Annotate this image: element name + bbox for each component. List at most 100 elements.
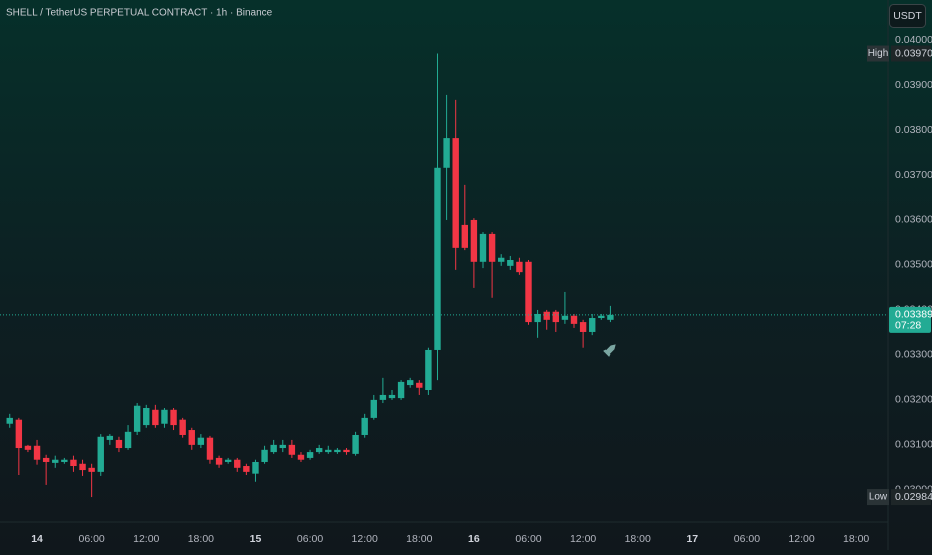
candle-body (143, 407, 150, 426)
x-tick-label: 06:00 (734, 533, 760, 545)
candle-body (79, 463, 86, 471)
low-value-box (891, 489, 931, 506)
candle-body (42, 457, 50, 462)
y-tick-label: 0.03200 (895, 394, 932, 406)
countdown-label: 07:28 (895, 320, 921, 332)
last-price-label: 0.03389 (895, 309, 932, 321)
candle-body (188, 430, 195, 445)
candle-body (570, 315, 578, 324)
candle-body (406, 380, 414, 386)
candle-body (197, 437, 205, 445)
candle-body (152, 409, 159, 426)
x-tick-label: 12:00 (352, 533, 378, 545)
y-tick-label: 0.03700 (895, 169, 932, 181)
candle-body (261, 449, 268, 462)
candle-body (379, 394, 387, 400)
candle-body (598, 315, 605, 319)
y-tick-label: 0.04000 (895, 34, 932, 46)
candle-body (106, 435, 114, 440)
candle-body (334, 449, 341, 453)
candle-body (452, 138, 459, 248)
candle-body (306, 452, 314, 458)
x-tick-label: 18:00 (843, 533, 869, 545)
candle-body (288, 444, 296, 455)
candle-body (516, 261, 523, 273)
candle-body (6, 417, 13, 424)
candle-body (397, 381, 405, 399)
plot (0, 53, 888, 498)
candle-body (361, 417, 368, 435)
x-tick-label: 16 (468, 533, 480, 545)
candle-body (561, 315, 569, 320)
candle-body (479, 233, 487, 262)
x-tick-label: 12:00 (570, 533, 596, 545)
candle-body (370, 399, 377, 418)
candle-body (215, 457, 223, 465)
high-value-box (891, 45, 931, 62)
candle-body (33, 445, 41, 460)
candle-body (133, 405, 141, 432)
x-tick-label: 12:00 (133, 533, 159, 545)
candle-body (525, 261, 532, 323)
candle-body (15, 419, 23, 449)
candle-body (88, 467, 95, 472)
candle-body (488, 233, 496, 262)
candle-body (589, 318, 596, 332)
candle-body (24, 445, 32, 450)
candle-body (170, 409, 177, 426)
x-tick-label: 18:00 (625, 533, 651, 545)
candle-body (416, 382, 423, 388)
currency-button[interactable] (889, 4, 926, 28)
candle-body (352, 434, 359, 454)
candle-body (61, 459, 68, 462)
candle-body (507, 260, 514, 266)
y-tick-label: 0.03800 (895, 124, 932, 136)
last-price-box (889, 306, 931, 333)
y-tick-label: 0.03600 (895, 214, 932, 226)
x-tick-label: 12:00 (788, 533, 814, 545)
candle-body (297, 454, 305, 460)
candle-body (552, 311, 560, 323)
x-tick-label: 17 (686, 533, 698, 545)
high-name: High (868, 48, 889, 59)
candle-body (279, 444, 286, 449)
candle-body (315, 448, 323, 453)
candle-body (161, 409, 168, 424)
x-tick-label: 15 (250, 533, 262, 545)
x-tick-label: 06:00 (297, 533, 323, 545)
x-tick-label: 06:00 (515, 533, 541, 545)
candle-body (124, 431, 132, 449)
candle-body (534, 313, 541, 323)
candle-body (252, 461, 259, 474)
candle-body (607, 314, 614, 320)
y-tick-label: 0.03100 (895, 439, 932, 451)
candle-body (579, 322, 587, 332)
candle-body (243, 466, 250, 472)
high-name-box (867, 45, 889, 62)
candle-body (115, 439, 123, 449)
candle-body (234, 459, 241, 468)
candle-body (425, 349, 432, 390)
candle-body (470, 219, 478, 262)
y-tick-label: 0.03900 (895, 79, 932, 91)
x-tick-label: 14 (31, 533, 43, 545)
candle-body (52, 459, 59, 463)
x-tick-label: 18:00 (188, 533, 214, 545)
x-tick-label: 18:00 (406, 533, 432, 545)
currency-button-label[interactable]: USDT (893, 10, 922, 22)
candle-body (270, 444, 277, 453)
low-name: Low (869, 492, 888, 503)
candle-body (179, 419, 186, 435)
x-tick-label: 06:00 (79, 533, 105, 545)
candle-body (343, 449, 350, 453)
candle-body (325, 449, 332, 453)
chart-title: SHELL / TetherUS PERPETUAL CONTRACT · 1h… (6, 8, 273, 19)
low-value: 0.02984 (895, 491, 932, 503)
candle-body (388, 394, 396, 399)
low-name-box (867, 489, 889, 506)
candle-body (434, 167, 441, 350)
candle-body (498, 257, 505, 262)
y-tick-label: 0.03300 (895, 349, 932, 361)
candle-body (443, 138, 450, 168)
